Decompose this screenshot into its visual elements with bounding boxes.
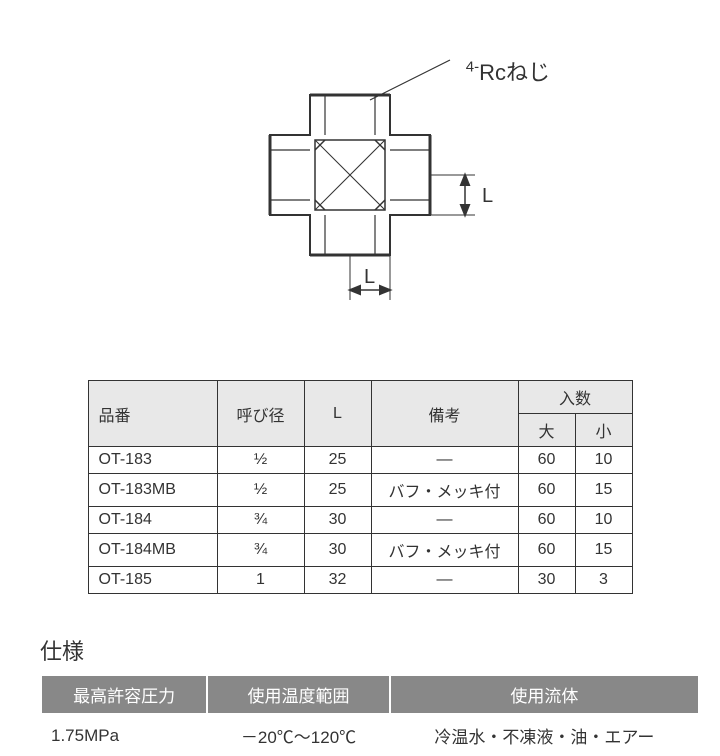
cell-large: 30 (518, 567, 575, 594)
th-dia: 呼び径 (217, 381, 304, 447)
cell-part: OT-185 (88, 567, 217, 594)
thread-annotation: 4-Rcねじ (466, 55, 550, 87)
annotation-prefix: 4- (466, 59, 479, 76)
th-qty-large: 大 (518, 414, 575, 447)
table-row: OT-184¾30―6010 (88, 507, 632, 534)
dim-label-horiz: L (364, 266, 375, 288)
th-qty: 入数 (518, 381, 632, 414)
table-row: OT-185132―303 (88, 567, 632, 594)
cell-L: 30 (304, 534, 371, 567)
spec-th-fluid: 使用流体 (390, 675, 699, 714)
spec-pressure: 1.75MPa (41, 714, 207, 756)
cell-small: 15 (575, 474, 632, 507)
spec-fluid: 冷温水・不凍液・油・エアー (390, 714, 699, 756)
th-L: L (304, 381, 371, 447)
table-row: OT-184MB¾30バフ・メッキ付6015 (88, 534, 632, 567)
cell-large: 60 (518, 534, 575, 567)
cell-dia: ½ (217, 447, 304, 474)
spec-th-temp: 使用温度範囲 (207, 675, 389, 714)
cell-L: 25 (304, 474, 371, 507)
cell-small: 3 (575, 567, 632, 594)
table-row: OT-183½25―6010 (88, 447, 632, 474)
cell-L: 32 (304, 567, 371, 594)
th-remark: 備考 (371, 381, 518, 447)
spec-temp: －20℃～120℃ (207, 714, 389, 756)
cell-part: OT-184MB (88, 534, 217, 567)
spec-title: 仕様 (40, 634, 700, 666)
technical-diagram: 4-Rcねじ (120, 50, 600, 350)
cell-L: 30 (304, 507, 371, 534)
cell-L: 25 (304, 447, 371, 474)
cell-dia: 1 (217, 567, 304, 594)
annotation-text: Rcねじ (479, 60, 550, 85)
th-qty-small: 小 (575, 414, 632, 447)
cell-large: 60 (518, 474, 575, 507)
cell-dia: ¾ (217, 507, 304, 534)
cell-small: 10 (575, 447, 632, 474)
cell-small: 10 (575, 507, 632, 534)
cell-part: OT-184 (88, 507, 217, 534)
spec-table: 最高許容圧力 使用温度範囲 使用流体 1.75MPa －20℃～120℃ 冷温水… (40, 674, 700, 756)
cell-large: 60 (518, 447, 575, 474)
dimensions-table: 品番 呼び径 L 備考 入数 大 小 OT-183½25―6010OT-183M… (88, 380, 633, 594)
cell-remark: ― (371, 567, 518, 594)
cell-remark: バフ・メッキ付 (371, 534, 518, 567)
cell-large: 60 (518, 507, 575, 534)
dim-label-vert: L (482, 185, 493, 207)
cell-dia: ½ (217, 474, 304, 507)
th-part: 品番 (88, 381, 217, 447)
table-row: OT-183MB½25バフ・メッキ付6015 (88, 474, 632, 507)
cell-part: OT-183 (88, 447, 217, 474)
cell-remark: バフ・メッキ付 (371, 474, 518, 507)
cross-fitting-svg: L L (190, 50, 530, 320)
cell-remark: ― (371, 507, 518, 534)
cell-small: 15 (575, 534, 632, 567)
cell-dia: ¾ (217, 534, 304, 567)
spec-th-pressure: 最高許容圧力 (41, 675, 207, 714)
cell-remark: ― (371, 447, 518, 474)
cell-part: OT-183MB (88, 474, 217, 507)
